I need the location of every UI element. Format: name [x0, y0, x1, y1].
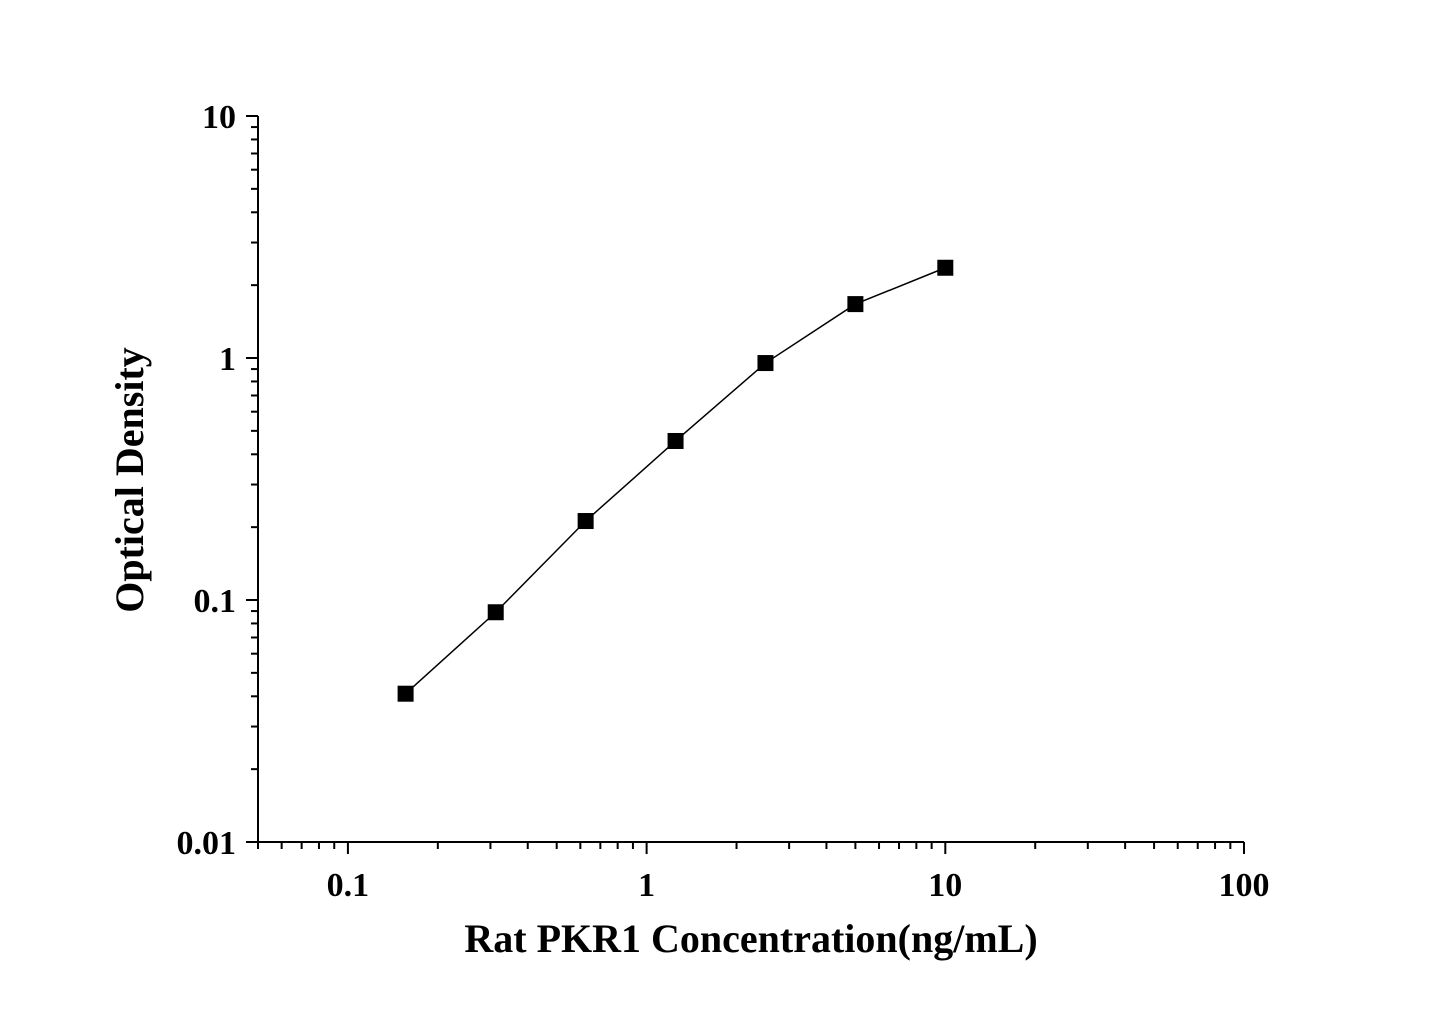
y-axis-label: Optical Density: [107, 347, 152, 613]
series-line: [405, 267, 946, 695]
data-point: [937, 259, 954, 276]
data-point: [667, 432, 684, 449]
x-tick-label: 1: [638, 867, 655, 904]
y-tick-label: 0.01: [177, 825, 237, 862]
data-point: [577, 513, 594, 530]
series: [397, 259, 954, 702]
data-point: [847, 296, 864, 313]
tick-labels: 0.1 1 10 100 0.01 0.1 1 10: [177, 99, 1270, 904]
x-axis-label: Rat PKR1 Concentration(ng/mL): [464, 916, 1037, 961]
x-tick-label: 10: [928, 867, 962, 904]
axes: [246, 115, 1245, 854]
x-tick-label: 100: [1219, 867, 1270, 904]
y-tick-label: 10: [202, 99, 236, 136]
data-point: [757, 355, 774, 372]
data-point: [397, 685, 414, 702]
x-tick-label: 0.1: [327, 867, 370, 904]
y-tick-label: 1: [219, 341, 236, 378]
y-tick-label: 0.1: [194, 583, 237, 620]
data-point: [487, 604, 504, 621]
